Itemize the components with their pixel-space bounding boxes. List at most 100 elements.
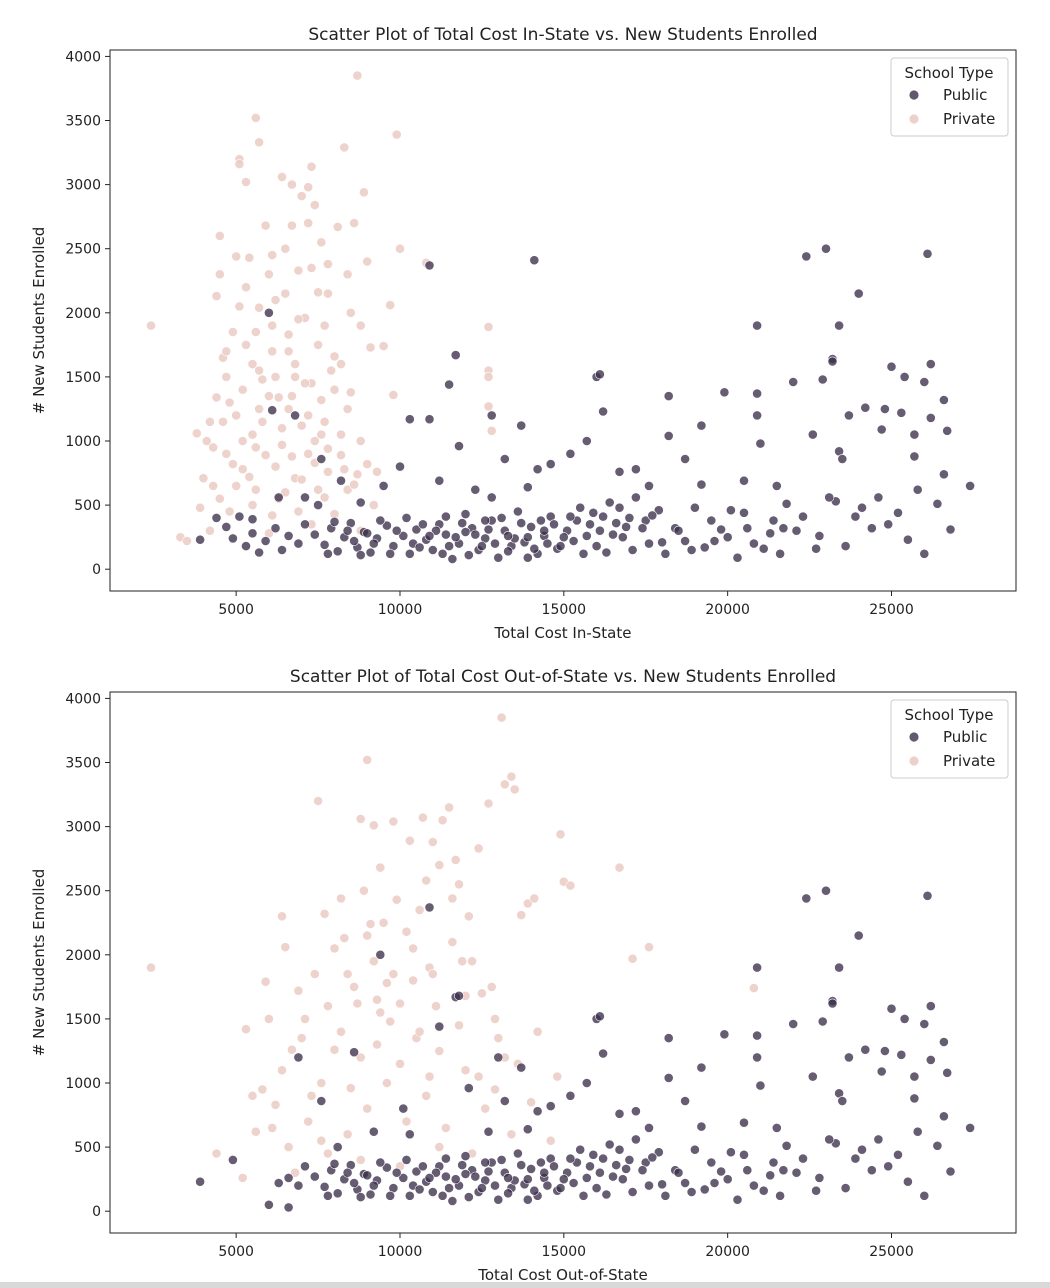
data-point-public	[837, 454, 848, 464]
data-point-private	[231, 251, 242, 262]
data-point-public	[595, 1167, 605, 1178]
data-point-public	[663, 1073, 674, 1083]
data-point-public	[637, 1165, 648, 1176]
data-point-private	[473, 843, 484, 854]
data-point-private	[241, 177, 251, 187]
data-point-public	[355, 550, 366, 560]
y-axis-label: # New Students Enrolled	[30, 869, 48, 1057]
data-point-public	[788, 377, 799, 387]
data-point-public	[460, 527, 471, 537]
data-point-private	[241, 1024, 251, 1035]
data-point-private	[342, 969, 353, 979]
data-point-private	[316, 429, 327, 440]
data-point-private	[303, 182, 314, 193]
data-point-public	[300, 519, 310, 530]
data-point-public	[909, 429, 920, 440]
data-point-public	[368, 538, 379, 549]
data-point-public	[811, 1185, 821, 1196]
data-point-private	[457, 956, 468, 967]
data-point-public	[365, 1189, 376, 1200]
data-point-private	[388, 816, 399, 827]
data-point-private	[447, 893, 458, 904]
data-point-public	[801, 893, 812, 904]
data-point-private	[244, 252, 255, 263]
data-point-public	[624, 1155, 635, 1165]
bottom-scrollbar-edge	[0, 1282, 1050, 1288]
data-point-public	[752, 962, 762, 973]
data-point-public	[263, 1199, 274, 1210]
data-point-private	[267, 510, 278, 521]
data-point-public	[319, 539, 330, 550]
data-point-private	[221, 448, 232, 459]
data-point-private	[322, 1148, 333, 1159]
data-point-private	[454, 879, 464, 890]
y-tick-label: 2500	[65, 884, 101, 900]
data-point-private	[336, 893, 346, 904]
data-point-public	[313, 500, 323, 510]
data-point-private	[555, 829, 566, 840]
data-point-public	[821, 243, 831, 254]
data-point-private	[329, 351, 340, 362]
data-point-public	[663, 1033, 674, 1043]
data-point-public	[834, 320, 844, 331]
data-point-public	[857, 502, 867, 513]
data-point-public	[450, 1174, 461, 1185]
data-point-public	[749, 1180, 759, 1191]
data-point-private	[339, 933, 350, 943]
data-point-private	[319, 492, 330, 503]
data-point-private	[372, 994, 382, 1005]
data-point-public	[608, 529, 618, 540]
data-point-private	[237, 464, 248, 475]
data-point-public	[807, 429, 818, 440]
data-point-private	[257, 374, 268, 385]
data-point-public	[516, 420, 527, 431]
data-point-public	[424, 1173, 435, 1183]
data-point-public	[404, 414, 415, 425]
data-point-public	[545, 1101, 556, 1111]
data-point-private	[342, 484, 353, 495]
data-point-public	[414, 542, 425, 553]
data-point-public	[893, 1149, 903, 1160]
data-point-public	[309, 529, 320, 540]
data-point-public	[385, 548, 396, 559]
data-point-public	[604, 497, 615, 508]
data-point-public	[742, 523, 753, 534]
data-point-public	[322, 548, 333, 559]
data-point-public	[945, 524, 956, 535]
data-point-private	[424, 1071, 435, 1082]
data-point-public	[444, 1183, 454, 1193]
data-point-public	[709, 1178, 720, 1188]
x-tick-label: 5000	[218, 602, 254, 618]
data-point-public	[424, 531, 435, 541]
data-point-public	[765, 528, 776, 539]
data-point-public	[424, 414, 435, 425]
data-point-private	[303, 218, 314, 228]
data-point-public	[283, 1202, 294, 1213]
data-point-private	[388, 969, 399, 979]
data-point-private	[286, 1044, 297, 1055]
data-point-public	[798, 1153, 808, 1164]
data-point-private	[358, 885, 369, 896]
data-point-public	[404, 548, 415, 559]
data-point-public	[398, 531, 409, 541]
data-point-private	[391, 129, 402, 140]
data-point-public	[752, 320, 762, 331]
data-point-private	[293, 265, 304, 276]
data-point-public	[440, 1171, 451, 1182]
data-point-public	[342, 1167, 353, 1178]
data-point-private	[322, 443, 333, 454]
data-point-public	[922, 248, 933, 259]
data-point-public	[591, 541, 602, 551]
data-point-private	[483, 798, 494, 809]
data-point-public	[227, 1155, 238, 1165]
x-tick-label: 5000	[218, 1244, 254, 1260]
legend-box	[890, 57, 1009, 137]
data-point-private	[322, 288, 333, 299]
data-point-public	[706, 1157, 717, 1168]
data-point-public	[844, 410, 854, 421]
y-tick-label: 3500	[65, 756, 101, 772]
data-point-public	[791, 1167, 802, 1178]
data-point-public	[316, 454, 327, 464]
data-point-private	[480, 1103, 491, 1114]
data-point-public	[739, 507, 749, 518]
